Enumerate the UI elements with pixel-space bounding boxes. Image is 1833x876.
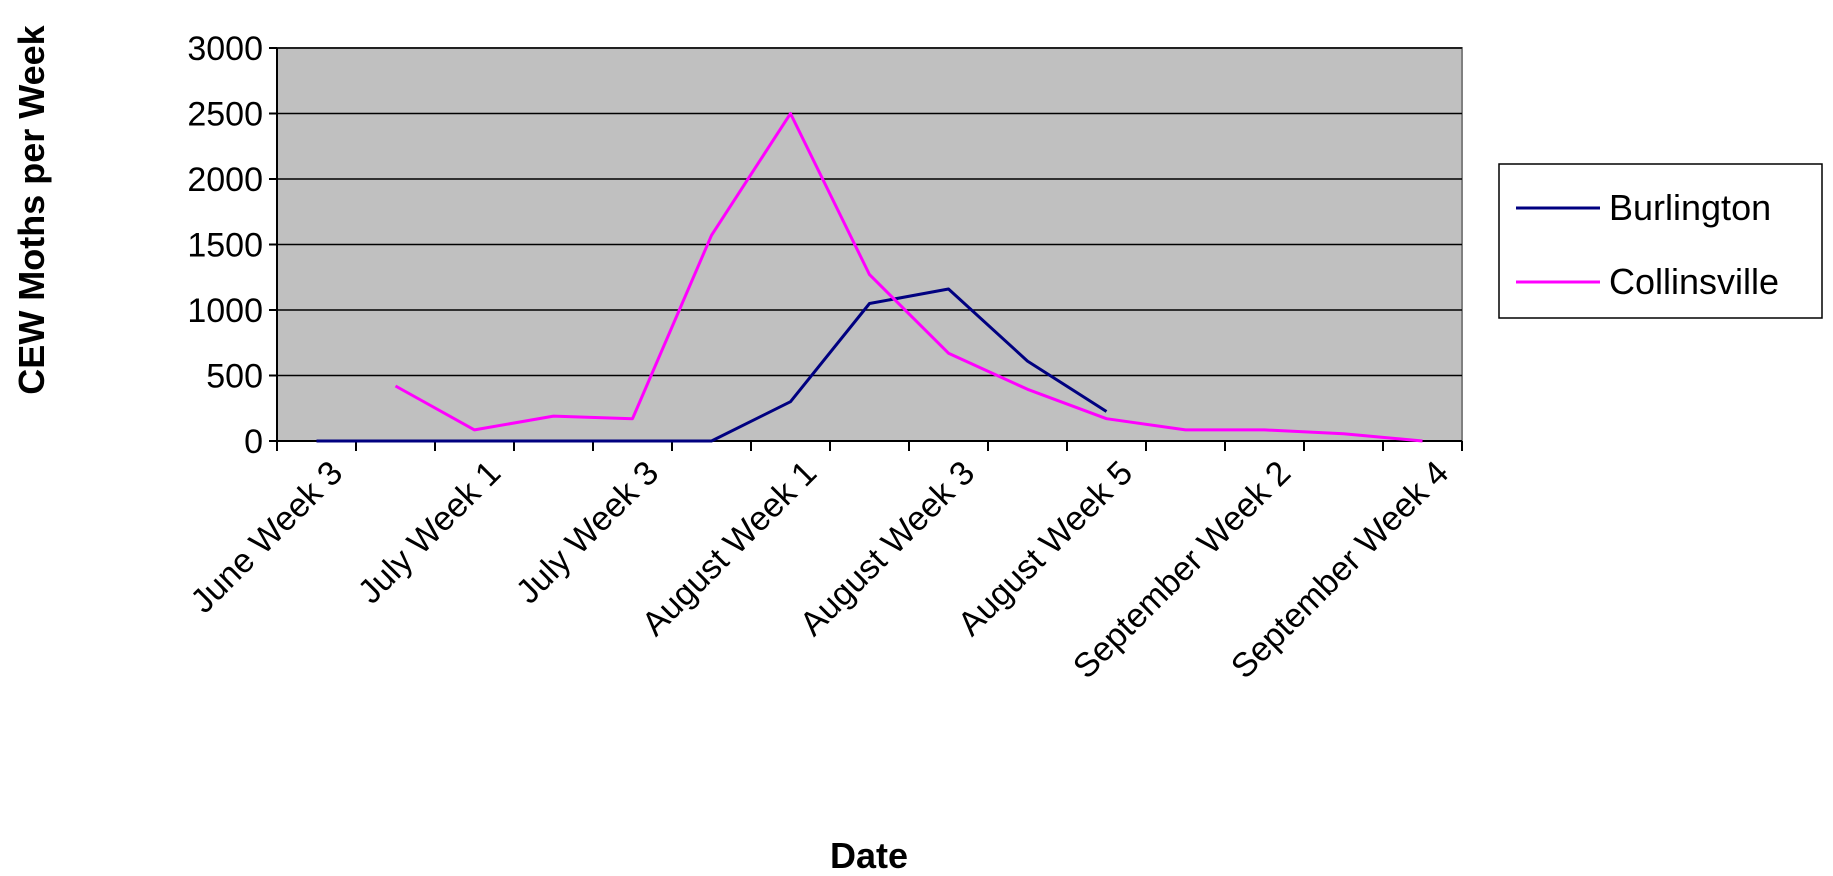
x-tick-label: June Week 3 — [183, 454, 350, 621]
legend-label: Collinsville — [1609, 261, 1779, 302]
y-axis-ticks: 0 500 1000 1500 2000 2500 3000 — [187, 30, 277, 461]
y-tick-label: 2000 — [187, 161, 263, 199]
y-tick-label: 500 — [206, 358, 263, 396]
x-axis-ticks: June Week 3 July Week 1 July Week 3August … — [183, 441, 1463, 686]
y-tick-label: 3000 — [187, 30, 263, 68]
y-tick-label: 1500 — [187, 227, 263, 265]
x-tick-label: July Week 3 — [509, 454, 666, 611]
series-lines — [316, 112, 1423, 443]
x-tick-label: July Week 1 — [351, 454, 508, 611]
legend-label: Burlington — [1609, 187, 1771, 228]
series-line-burlington — [316, 287, 1108, 443]
legend-box — [1498, 163, 1823, 319]
y-tick-label: 0 — [244, 423, 263, 461]
y-tick-label: 2500 — [187, 96, 263, 134]
x-axis-title: Date — [830, 835, 908, 876]
legend: Burlington Collinsville — [1498, 163, 1823, 319]
series-line-collinsville — [394, 112, 1423, 443]
y-tick-label: 1000 — [187, 292, 263, 330]
y-axis-title: CEW Moths per Week — [11, 24, 52, 394]
gridlines — [277, 47, 1462, 377]
